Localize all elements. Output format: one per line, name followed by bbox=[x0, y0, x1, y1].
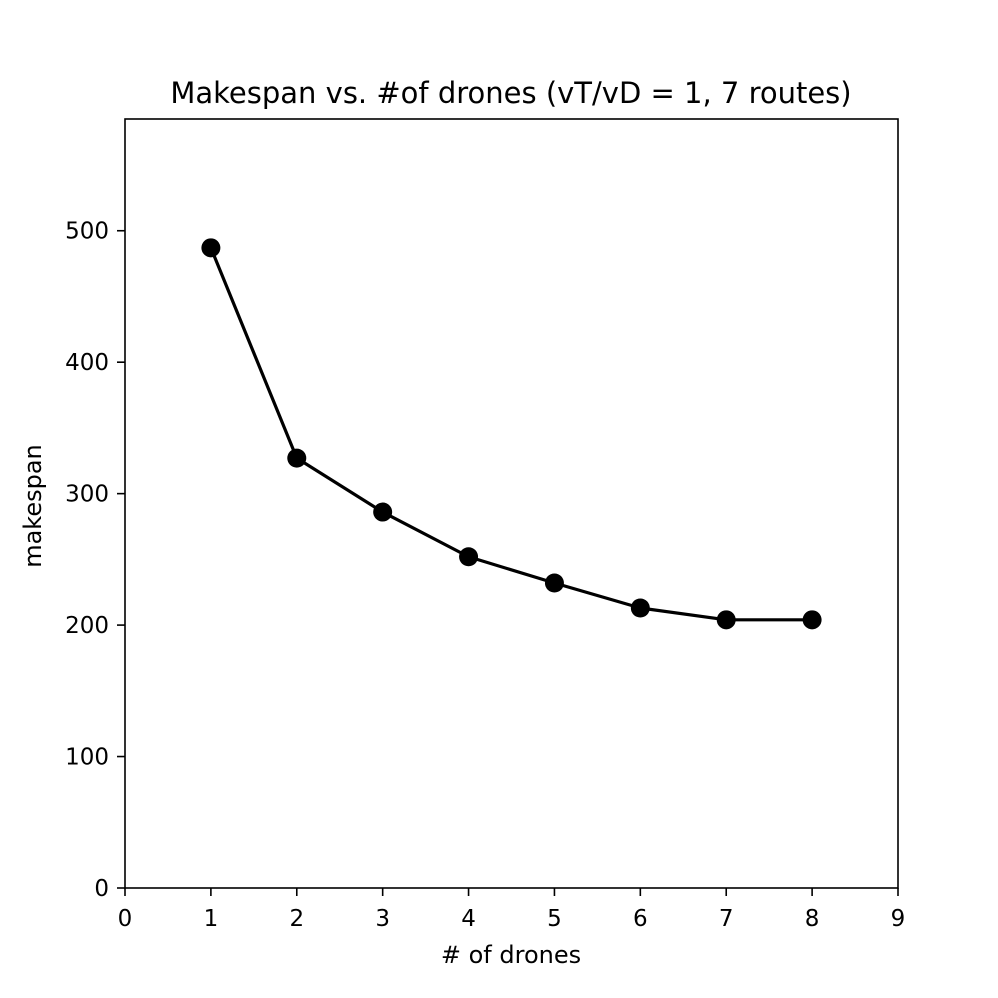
y-axis-label: makespan bbox=[19, 444, 47, 568]
x-tick-label: 4 bbox=[461, 906, 476, 932]
y-tick-label: 500 bbox=[65, 219, 109, 245]
data-point bbox=[802, 610, 822, 630]
data-point bbox=[373, 502, 393, 522]
data-point bbox=[459, 547, 479, 567]
x-axis-label: # of drones bbox=[441, 941, 581, 969]
x-tick-label: 0 bbox=[118, 906, 133, 932]
x-tick-label: 2 bbox=[289, 906, 304, 932]
x-tick-label: 7 bbox=[719, 906, 734, 932]
data-point bbox=[630, 598, 650, 618]
plot-area bbox=[201, 238, 822, 630]
y-tick-label: 400 bbox=[65, 350, 109, 376]
data-point bbox=[716, 610, 736, 630]
x-axis: 0 1 2 3 4 5 6 7 8 9 bbox=[118, 888, 906, 932]
y-tick-label: 300 bbox=[65, 482, 109, 508]
y-axis: 0 100 200 300 400 500 bbox=[65, 219, 125, 902]
y-tick-label: 200 bbox=[65, 613, 109, 639]
x-tick-label: 1 bbox=[204, 906, 219, 932]
y-tick-label: 100 bbox=[65, 745, 109, 771]
chart-title: Makespan vs. #of drones (vT/vD = 1, 7 ro… bbox=[170, 76, 851, 110]
x-tick-label: 5 bbox=[547, 906, 562, 932]
data-point bbox=[287, 448, 307, 468]
series-line bbox=[209, 247, 813, 622]
x-tick-label: 3 bbox=[375, 906, 390, 932]
y-tick-label: 0 bbox=[94, 876, 109, 902]
plot-frame bbox=[124, 118, 899, 889]
x-tick-label: 6 bbox=[633, 906, 648, 932]
data-point bbox=[201, 238, 221, 258]
x-tick-label: 9 bbox=[891, 906, 906, 932]
data-point bbox=[544, 573, 564, 593]
x-tick-label: 8 bbox=[805, 906, 820, 932]
